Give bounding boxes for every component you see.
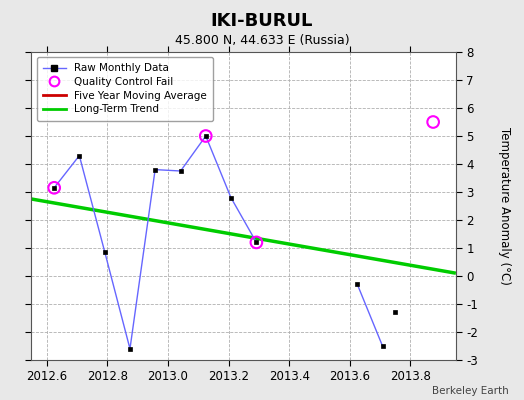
Point <box>202 133 210 139</box>
Text: 45.800 N, 44.633 E (Russia): 45.800 N, 44.633 E (Russia) <box>174 34 350 47</box>
Point <box>429 119 438 125</box>
Point <box>252 239 260 246</box>
Text: Berkeley Earth: Berkeley Earth <box>432 386 508 396</box>
Text: IKI-BURUL: IKI-BURUL <box>211 12 313 30</box>
Legend: Raw Monthly Data, Quality Control Fail, Five Year Moving Average, Long-Term Tren: Raw Monthly Data, Quality Control Fail, … <box>37 57 213 121</box>
Point <box>50 185 58 191</box>
Y-axis label: Temperature Anomaly (°C): Temperature Anomaly (°C) <box>498 127 510 285</box>
